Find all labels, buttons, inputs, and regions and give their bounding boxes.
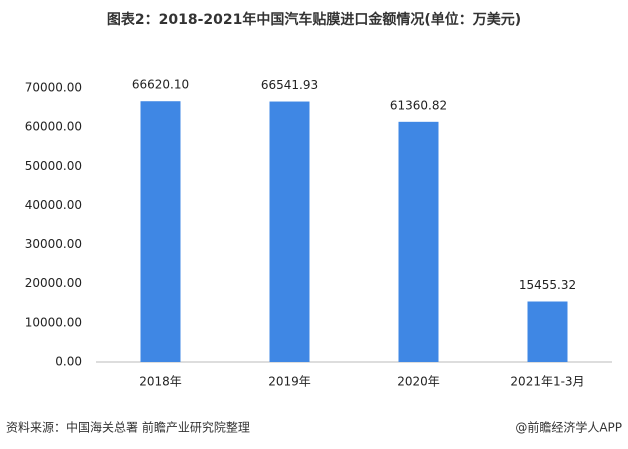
x-tick-label: 2019年 xyxy=(268,375,311,389)
chart-title: 图表2：2018-2021年中国汽车贴膜进口金额情况(单位：万美元) xyxy=(107,11,521,28)
source: 资料来源：中国海关总署 前瞻产业研究院整理 xyxy=(6,420,250,435)
bar xyxy=(398,121,439,362)
y-tick-label: 40000.00 xyxy=(25,198,82,212)
y-tick-label: 70000.00 xyxy=(25,81,82,95)
bar xyxy=(269,101,310,362)
y-tick-label: 10000.00 xyxy=(25,315,82,329)
x-tick-label: 2018年 xyxy=(139,375,182,389)
value-label: 66541.93 xyxy=(261,78,318,92)
y-tick-label: 30000.00 xyxy=(25,237,82,251)
footer: @前瞻经济学人APP xyxy=(515,420,622,435)
y-tick-label: 50000.00 xyxy=(25,159,82,173)
y-tick-label: 20000.00 xyxy=(25,276,82,290)
x-tick-label: 2021年1-3月 xyxy=(510,375,584,389)
value-label: 15455.32 xyxy=(519,278,576,292)
y-tick-label: 0.00 xyxy=(55,355,82,369)
value-label: 66620.10 xyxy=(132,78,189,92)
y-tick-label: 60000.00 xyxy=(25,120,82,134)
bar xyxy=(140,101,181,363)
x-tick-label: 2020年 xyxy=(397,375,440,389)
value-label: 61360.82 xyxy=(390,98,447,112)
bar xyxy=(527,301,568,362)
